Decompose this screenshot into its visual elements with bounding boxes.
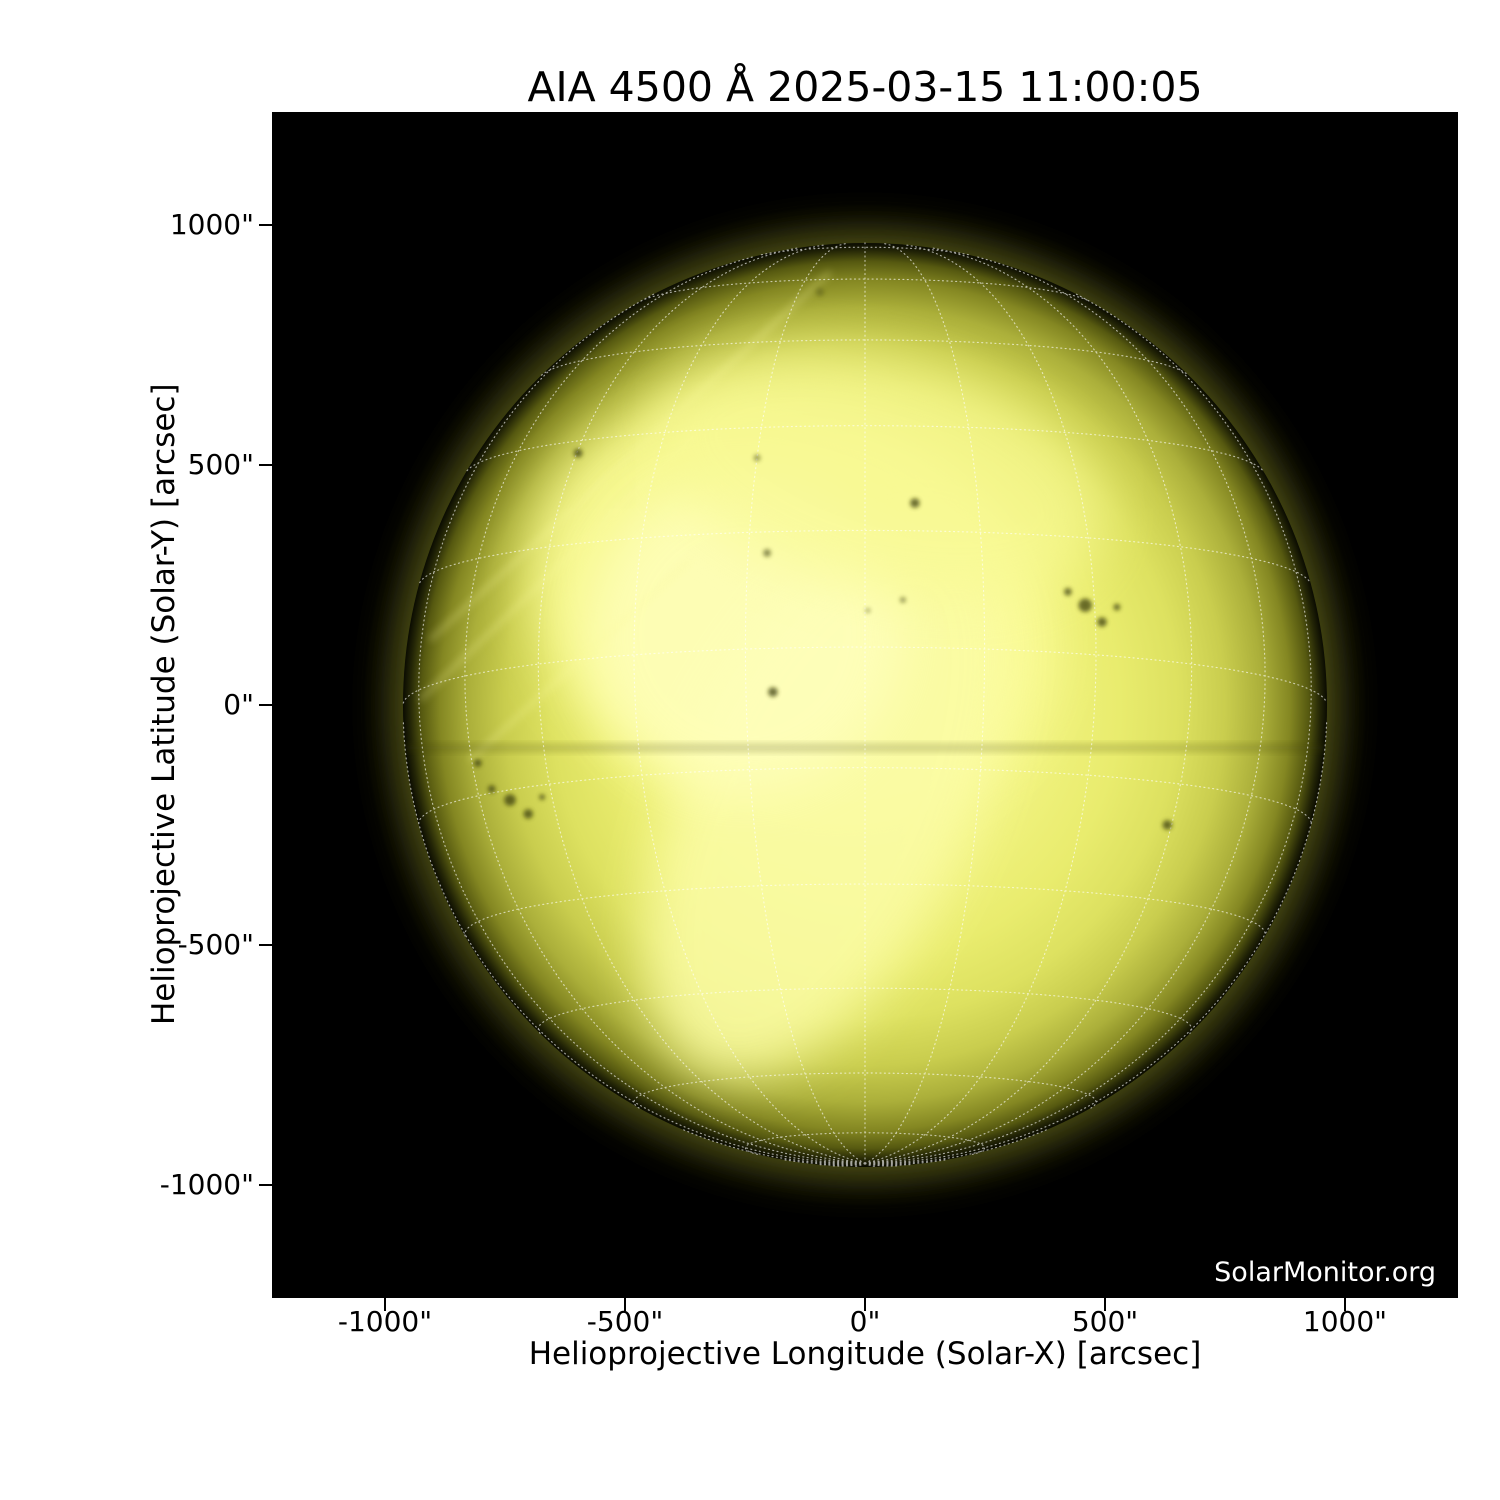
y-tick-mark xyxy=(259,464,272,466)
x-tick-mark xyxy=(384,1298,386,1311)
x-tick-mark xyxy=(864,1298,866,1311)
y-tick-mark xyxy=(259,944,272,946)
x-tick-mark xyxy=(624,1298,626,1311)
x-axis-label: Helioprojective Longitude (Solar-X) [arc… xyxy=(528,1336,1202,1372)
y-tick-mark xyxy=(259,704,272,706)
y-tick-label: -500" xyxy=(177,928,254,961)
plot-area: SolarMonitor.org xyxy=(272,112,1458,1298)
watermark: SolarMonitor.org xyxy=(1214,1257,1436,1288)
y-tick-mark xyxy=(259,224,272,226)
figure-title: AIA 4500 Å 2025-03-15 11:00:05 xyxy=(527,63,1203,111)
y-tick-label: 500" xyxy=(187,448,254,481)
sun-plot xyxy=(374,214,1356,1196)
y-tick-label: 1000" xyxy=(169,208,254,241)
y-tick-mark xyxy=(259,1184,272,1186)
x-tick-mark xyxy=(1344,1298,1346,1311)
y-tick-label: 0" xyxy=(223,688,254,721)
y-tick-label: -1000" xyxy=(159,1168,254,1201)
x-tick-mark xyxy=(1104,1298,1106,1311)
